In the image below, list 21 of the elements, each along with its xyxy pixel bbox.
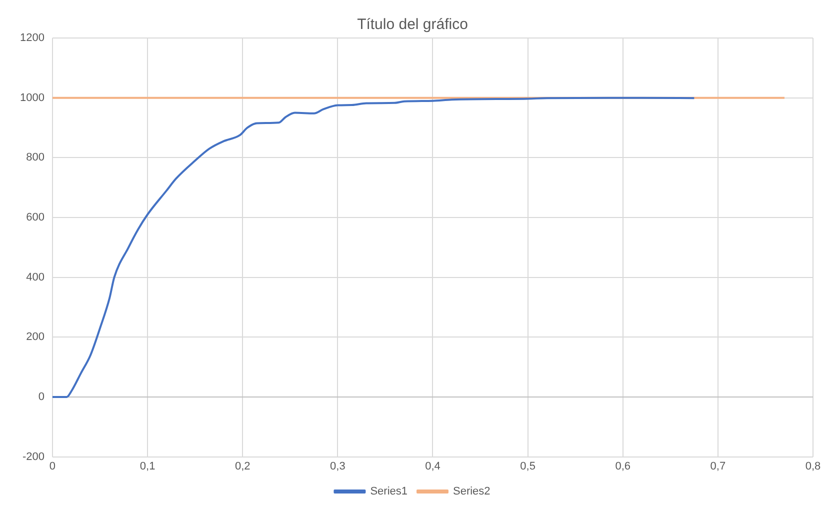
x-tick-label: 0,1 [140, 460, 156, 472]
legend-label: Series2 [453, 486, 490, 498]
chart-title: Título del gráfico [357, 16, 468, 34]
y-tick-label: -200 [22, 450, 44, 463]
x-tick-label: 0,8 [805, 460, 821, 472]
y-tick-label: 1200 [20, 32, 44, 44]
x-tick-label: 0,2 [234, 460, 250, 472]
legend-label: Series1 [370, 486, 408, 498]
y-tick-label: 1000 [20, 92, 44, 104]
y-tick-label: 200 [26, 331, 44, 344]
x-tick-label: 0,5 [520, 460, 536, 472]
x-tick-label: 0,4 [425, 460, 440, 472]
x-tick-label: 0,7 [710, 460, 726, 472]
y-tick-label: 800 [26, 152, 44, 164]
x-tick-label: 0 [49, 460, 56, 472]
x-tick-label: 0,3 [330, 460, 346, 472]
x-tick-label: 0,6 [615, 460, 631, 472]
y-tick-label: 400 [26, 271, 44, 284]
y-tick-label: 600 [26, 212, 44, 224]
line-series [52, 96, 696, 398]
y-tick-label: 0 [38, 391, 44, 404]
